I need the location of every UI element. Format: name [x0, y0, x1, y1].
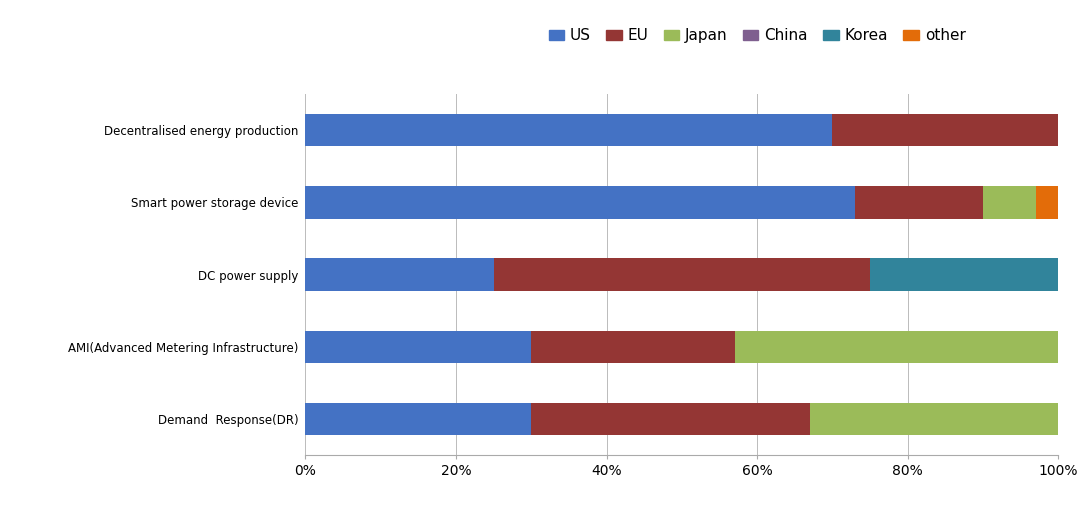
Bar: [305, 186, 855, 219]
Legend: US, EU, Japan, China, Korea, other: US, EU, Japan, China, Korea, other: [542, 22, 972, 50]
Bar: [531, 403, 810, 435]
Bar: [855, 186, 983, 219]
Bar: [1035, 186, 1058, 219]
Bar: [493, 258, 871, 291]
Bar: [871, 258, 1058, 291]
Bar: [305, 114, 832, 146]
Bar: [305, 258, 493, 291]
Bar: [305, 403, 531, 435]
Bar: [810, 403, 1058, 435]
Bar: [305, 331, 531, 363]
Bar: [734, 331, 1058, 363]
Bar: [531, 331, 734, 363]
Bar: [983, 186, 1035, 219]
Bar: [832, 114, 1058, 146]
